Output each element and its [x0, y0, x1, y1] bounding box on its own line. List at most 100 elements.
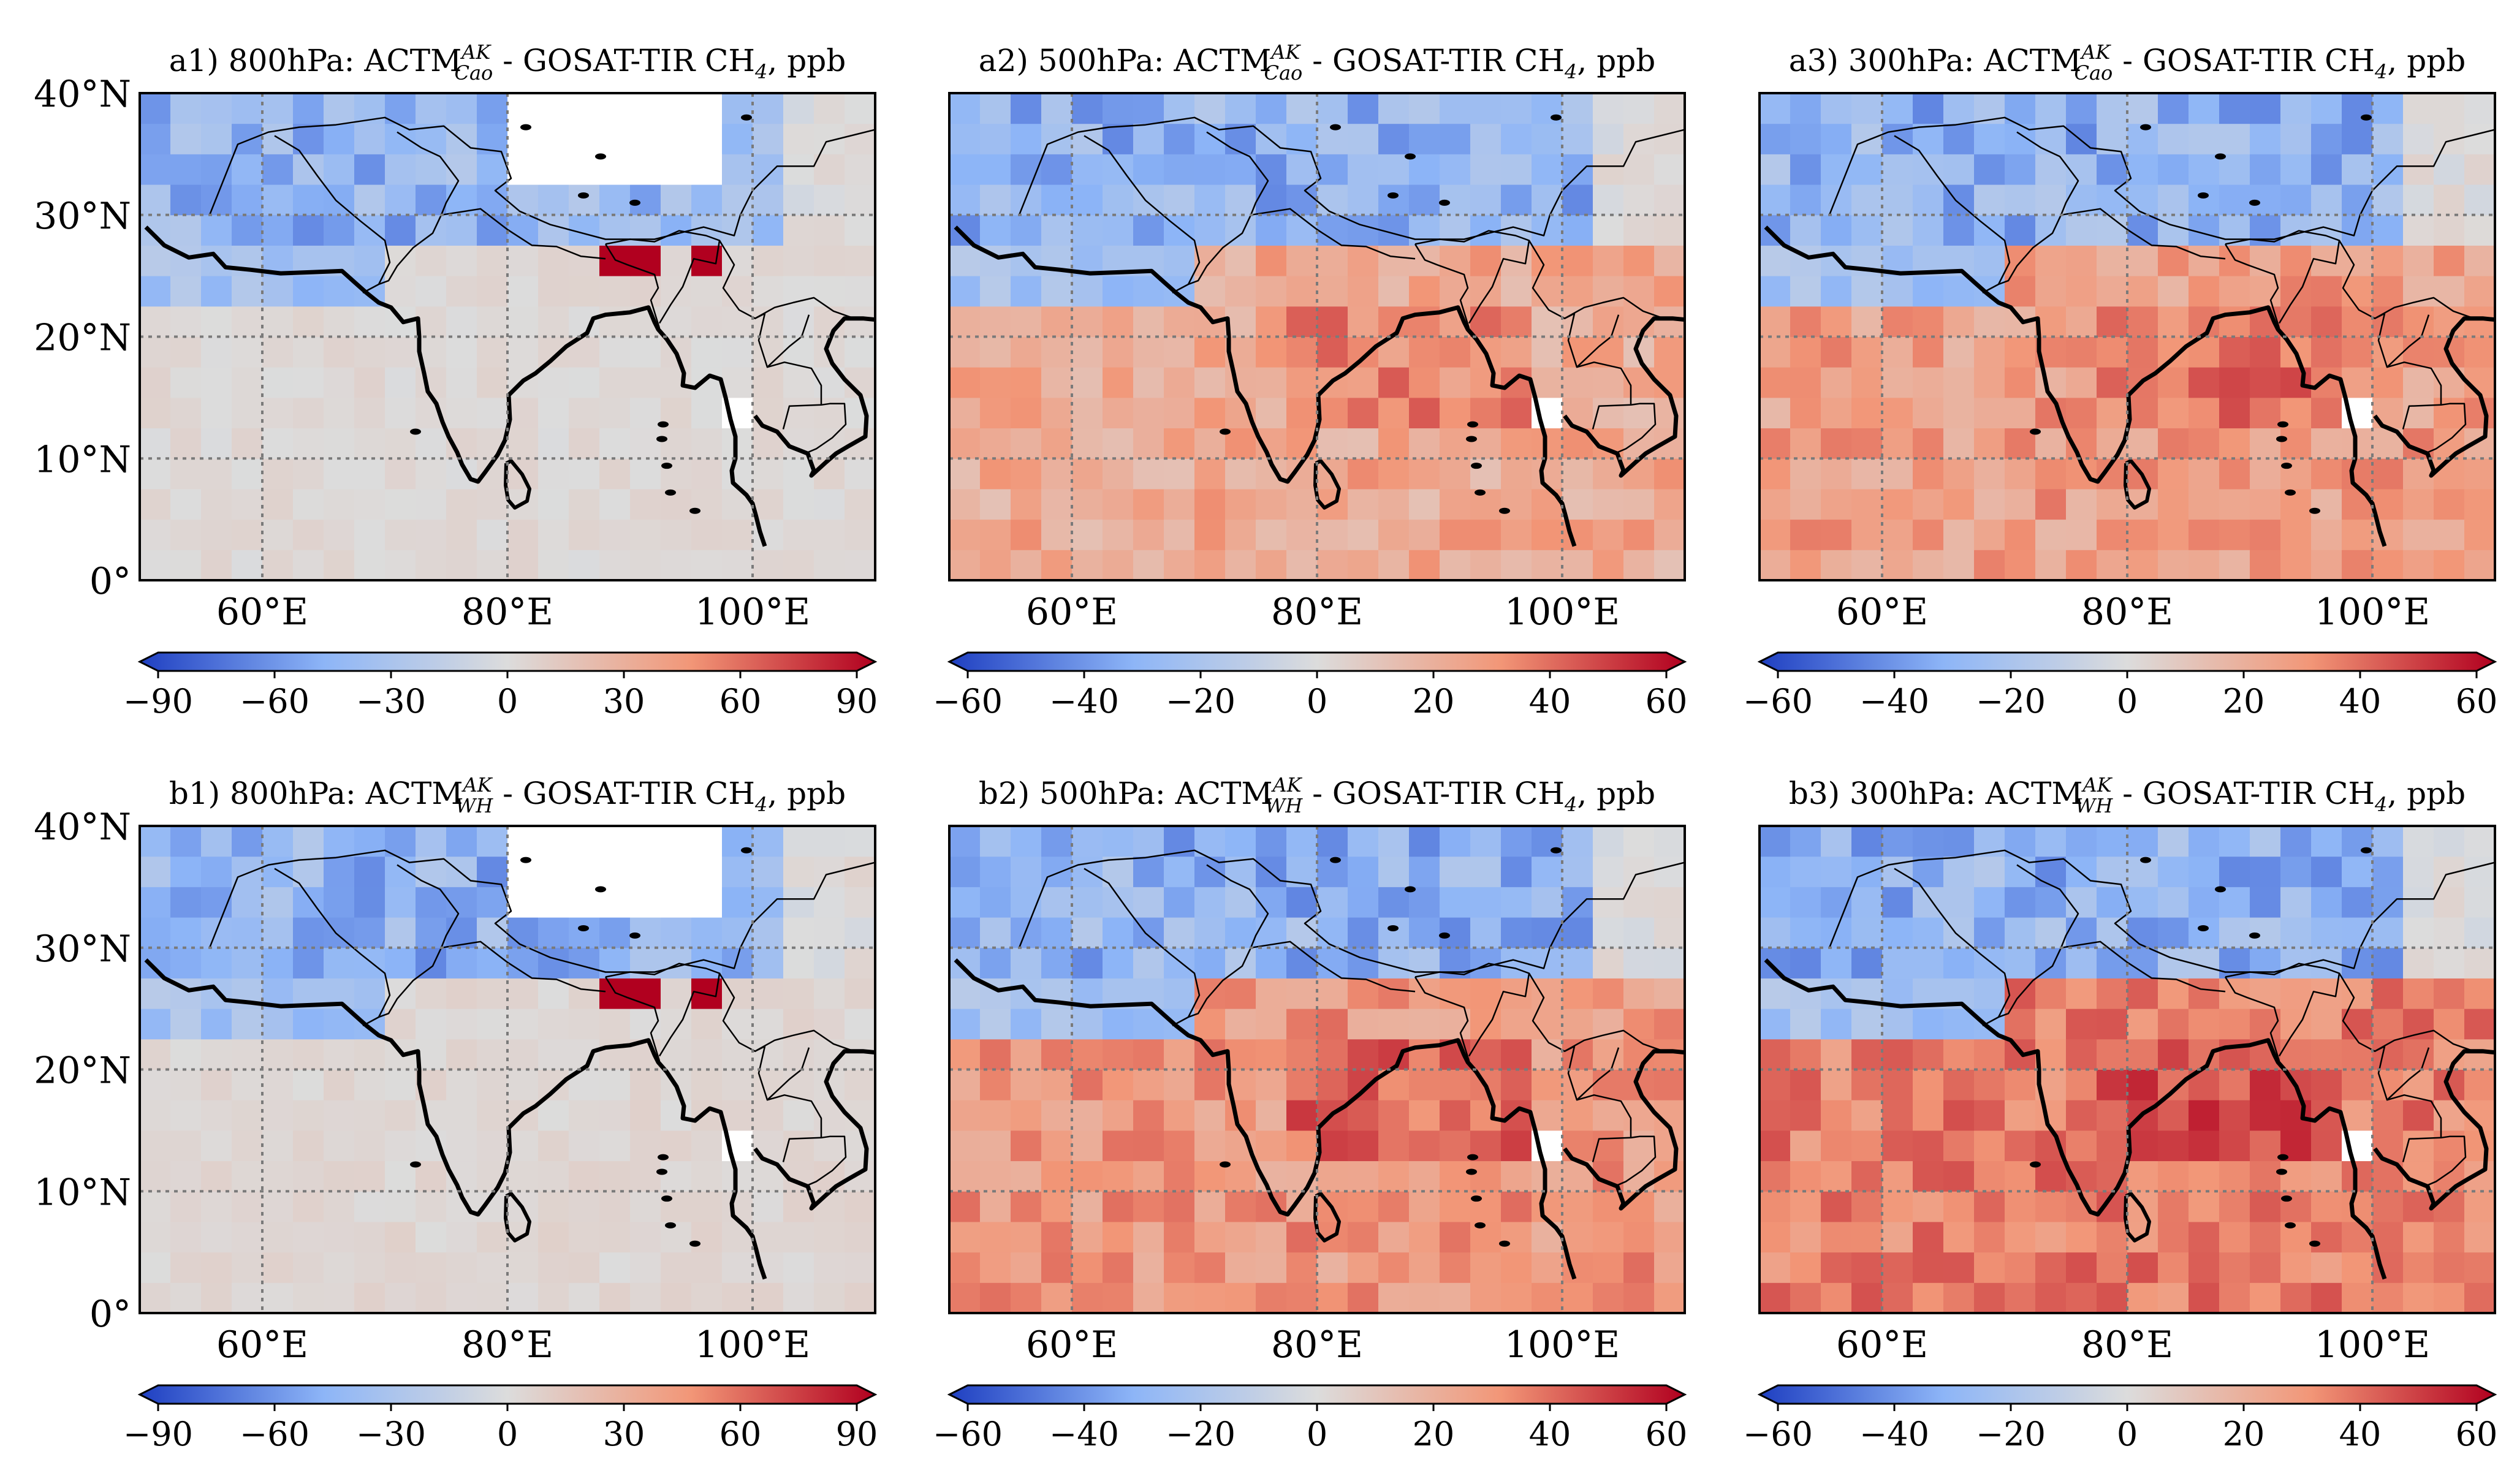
grid-cell: [1133, 856, 1164, 887]
colorbar-tick-label: 20: [1413, 682, 1455, 721]
grid-cell: [201, 154, 232, 185]
grid-cell: [293, 1252, 324, 1283]
grid-cell: [1943, 306, 1975, 337]
grid-cell: [1409, 1069, 1440, 1100]
grid-cell: [814, 154, 845, 185]
grid-cell: [416, 214, 447, 246]
lon-tick-label: 60°E: [1026, 591, 1118, 634]
grid-cell: [569, 1039, 600, 1070]
grid-cell: [599, 1221, 631, 1253]
grid-cell: [2342, 123, 2373, 154]
grid-cell: [477, 1039, 508, 1070]
grid-cell: [538, 214, 569, 246]
grid-cell: [1654, 397, 1685, 429]
grid-cell: [630, 428, 661, 459]
grid-cell: [232, 1039, 263, 1070]
grid-cell: [446, 488, 477, 520]
grid-cell: [599, 276, 631, 307]
colorbar-tick-label: 20: [1413, 1415, 1455, 1453]
grid-cell: [416, 1160, 447, 1192]
grid-cell: [1974, 1221, 2005, 1253]
grid-cell: [1882, 154, 1913, 185]
grid-cell: [1974, 1100, 2005, 1131]
grid-cell: [2372, 1191, 2404, 1222]
grid-cell: [2066, 1069, 2097, 1100]
grid-cell: [1851, 1160, 1883, 1192]
grid-cell: [385, 367, 416, 398]
grid-cell: [201, 1130, 232, 1162]
grid-cell: [1593, 214, 1624, 246]
grid-cell: [1593, 306, 1624, 337]
grid-cell: [691, 245, 723, 276]
grid-cell: [1974, 1039, 2005, 1070]
grid-cell: [293, 1130, 324, 1162]
lat-tick-label: 0°: [89, 560, 131, 603]
grid-cell: [2403, 336, 2434, 368]
grid-cell: [477, 488, 508, 520]
grid-cell: [2342, 1100, 2373, 1131]
grid-cell: [2464, 947, 2495, 979]
grid-cell: [2372, 154, 2404, 185]
grid-cell: [2403, 856, 2434, 887]
grid-cell: [140, 519, 171, 550]
grid-cell: [201, 1221, 232, 1253]
grid-cell: [1943, 1130, 1975, 1162]
grid-cell: [1821, 276, 1852, 307]
grid-cell: [1851, 336, 1883, 368]
grid-cell: [1194, 458, 1226, 490]
grid-cell: [385, 184, 416, 216]
grid-cell: [2127, 214, 2158, 246]
grid-cell: [1072, 519, 1103, 550]
grid-cell: [1072, 214, 1103, 246]
grid-cell: [2005, 1130, 2036, 1162]
grid-cell: [1348, 856, 1379, 887]
grid-cell: [1440, 550, 1471, 580]
grid-cell: [140, 93, 171, 124]
grid-cell: [691, 887, 723, 918]
grid-cell: [446, 1069, 477, 1100]
grid-cell: [201, 458, 232, 490]
grid-cell: [538, 367, 569, 398]
lon-tick-label: 60°E: [1836, 591, 1928, 634]
grid-cell: [1317, 550, 1348, 580]
grid-cell: [1943, 1160, 1975, 1192]
grid-cell: [1501, 154, 1532, 185]
grid-cell: [599, 519, 631, 550]
grid-cell: [1348, 397, 1379, 429]
grid-cell: [1133, 276, 1164, 307]
grid-cell: [2189, 1221, 2220, 1253]
grid-cell: [2127, 1039, 2158, 1070]
grid-cell: [1103, 826, 1134, 857]
grid-cell: [293, 367, 324, 398]
grid-cell: [1974, 856, 2005, 887]
grid-cell: [2158, 154, 2189, 185]
grid-cell: [2311, 887, 2342, 918]
grid-cell: [569, 550, 600, 580]
grid-cell: [2280, 1009, 2312, 1040]
grid-cell: [1133, 1282, 1164, 1313]
grid-cell: [1470, 93, 1501, 124]
grid-cell: [507, 1039, 539, 1070]
grid-cell: [1821, 428, 1852, 459]
grid-cell: [722, 1252, 753, 1283]
grid-cell: [599, 184, 631, 216]
grid-cell: [949, 397, 981, 429]
grid-cell: [949, 978, 981, 1009]
grid-cell: [2464, 856, 2495, 887]
colorbar-tick-label: 0: [1307, 682, 1327, 721]
grid-cell: [1913, 184, 1944, 216]
grid-cell: [2372, 826, 2404, 857]
grid-cell: [1440, 1069, 1471, 1100]
grid-cell: [2005, 276, 2036, 307]
grid-cell: [980, 1160, 1011, 1192]
country-border: [1894, 135, 2011, 294]
grid-cell: [599, 397, 631, 429]
grid-cell: [1974, 1252, 2005, 1283]
grid-cell: [2250, 1221, 2281, 1253]
island: [1471, 463, 1482, 469]
grid-cell: [1501, 397, 1532, 429]
grid-cell: [783, 1100, 814, 1131]
grid-cell: [1409, 123, 1440, 154]
grid-cell: [2158, 1039, 2189, 1070]
grid-cell: [949, 428, 981, 459]
